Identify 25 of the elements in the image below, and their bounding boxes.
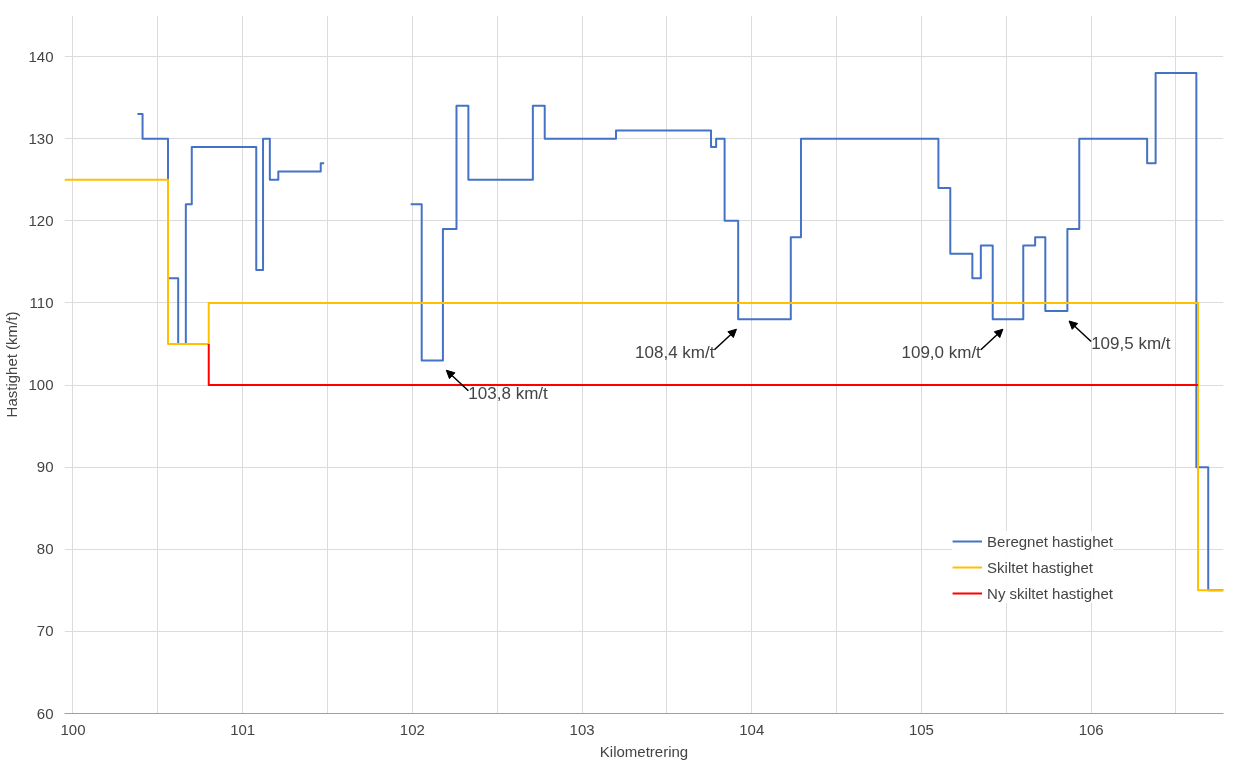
y-tick-label: 70 [36, 622, 54, 640]
x-tick-label: 104 [739, 720, 765, 738]
y-tick-label: 60 [36, 704, 54, 722]
x-tick-label: 103 [569, 720, 595, 738]
x-tick-label: 100 [60, 720, 86, 738]
y-tick-label: 110 [29, 293, 54, 311]
y-tick-label: 90 [36, 458, 54, 476]
x-tick-label: 105 [908, 720, 934, 738]
y-tick-label: 100 [28, 376, 54, 394]
annotation: 108,4 km/t [635, 342, 715, 362]
y-tick-label: 80 [36, 540, 54, 558]
annotation: 109,5 km/t [1091, 334, 1171, 354]
x-tick-label: 102 [399, 720, 425, 738]
y-tick-label: 130 [28, 129, 54, 147]
y-tick-label: 140 [28, 47, 54, 65]
y-axis-title: Hastighet (km/t) [3, 311, 21, 418]
legend-label: Beregnet hastighet [987, 532, 1113, 550]
annotation: 103,8 km/t [468, 383, 549, 403]
y-tick-label: 120 [28, 211, 54, 229]
legend-label: Skiltet hastighet [987, 558, 1093, 576]
annotation: 109,0 km/t [901, 342, 982, 362]
legend-label: Ny skiltet hastighet [987, 584, 1113, 602]
x-tick-label: 106 [1078, 720, 1104, 738]
x-axis-title: Kilometrering [599, 742, 689, 760]
x-tick-label: 101 [230, 720, 256, 738]
